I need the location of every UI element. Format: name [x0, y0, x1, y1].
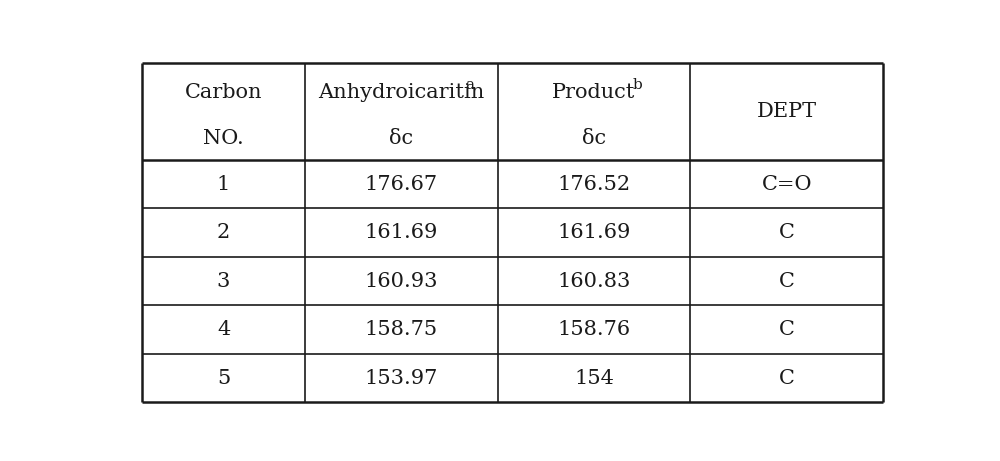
- Text: DEPT: DEPT: [757, 102, 817, 121]
- Text: 161.69: 161.69: [557, 223, 631, 242]
- Text: 176.67: 176.67: [365, 175, 438, 194]
- Text: Anhydroicaritin: Anhydroicaritin: [318, 83, 484, 101]
- Text: Carbon: Carbon: [185, 83, 262, 101]
- Text: C: C: [779, 320, 795, 339]
- Text: 158.76: 158.76: [557, 320, 631, 339]
- Text: C=O: C=O: [761, 175, 812, 194]
- Text: δc: δc: [389, 129, 413, 148]
- Text: 1: 1: [217, 175, 230, 194]
- Text: 158.75: 158.75: [365, 320, 438, 339]
- Text: 154: 154: [574, 369, 614, 388]
- Text: 153.97: 153.97: [365, 369, 438, 388]
- Text: 161.69: 161.69: [365, 223, 438, 242]
- Text: 2: 2: [217, 223, 230, 242]
- Text: 160.93: 160.93: [365, 272, 438, 291]
- Text: 3: 3: [217, 272, 230, 291]
- Text: C: C: [779, 272, 795, 291]
- Text: C: C: [779, 223, 795, 242]
- Text: 160.83: 160.83: [557, 272, 631, 291]
- Text: C: C: [779, 369, 795, 388]
- Text: b: b: [633, 78, 642, 92]
- Text: Product: Product: [552, 83, 636, 101]
- Text: NO.: NO.: [203, 129, 244, 148]
- Text: a: a: [466, 78, 475, 92]
- Text: 4: 4: [217, 320, 230, 339]
- Text: 5: 5: [217, 369, 230, 388]
- Text: 176.52: 176.52: [557, 175, 631, 194]
- Text: δc: δc: [582, 129, 606, 148]
